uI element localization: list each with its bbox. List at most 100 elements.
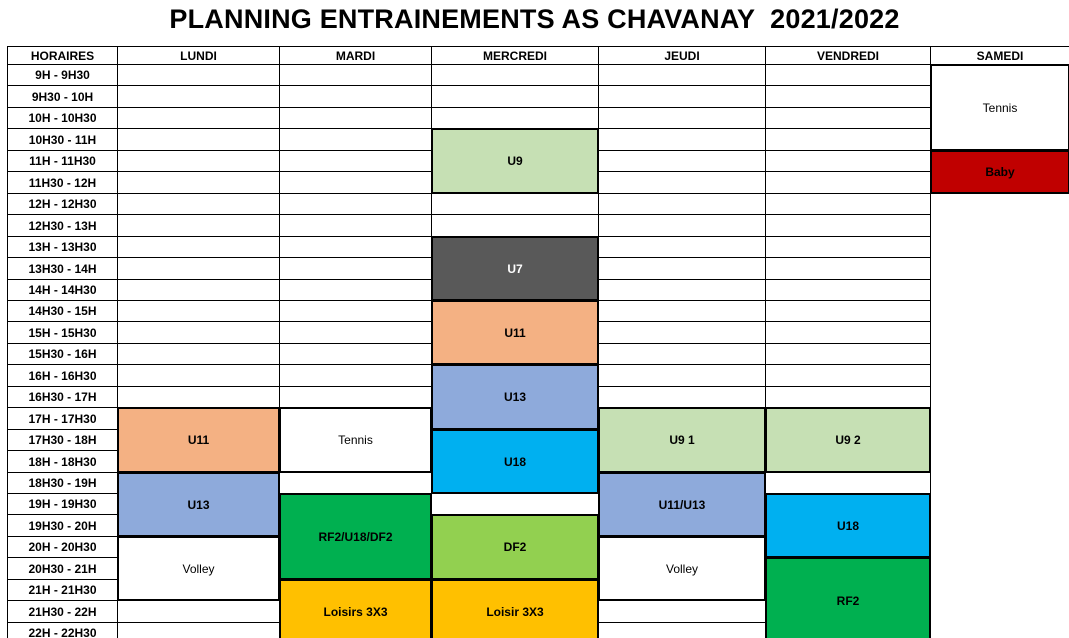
grid-cell [765, 279, 931, 301]
grid-cell [117, 600, 280, 623]
grid-cell [279, 150, 432, 172]
grid-cell [598, 257, 766, 280]
schedule-block-u11: U11 [431, 300, 599, 365]
grid-cell [765, 386, 931, 408]
grid-cell [765, 472, 931, 494]
grid-cell [431, 64, 599, 86]
grid-cell [765, 214, 931, 237]
time-slot-label: 22H - 22H30 [7, 622, 118, 638]
grid-cell [117, 343, 280, 365]
grid-cell [117, 300, 280, 322]
grid-cell [279, 64, 432, 86]
grid-cell [117, 321, 280, 344]
time-slot-label: 19H - 19H30 [7, 493, 118, 515]
time-slot-label: 20H30 - 21H [7, 557, 118, 580]
time-slot-label: 18H - 18H30 [7, 450, 118, 473]
schedule-block-tennis: Tennis [930, 64, 1069, 151]
time-slot-label: 19H30 - 20H [7, 514, 118, 537]
schedule-block-u11-u13: U11/U13 [598, 472, 766, 537]
grid-cell [598, 150, 766, 172]
schedule-block-u11: U11 [117, 407, 280, 473]
grid-cell [765, 150, 931, 172]
time-slot-label: 12H - 12H30 [7, 193, 118, 215]
grid-cell [765, 321, 931, 344]
grid-cell [765, 300, 931, 322]
time-slot-label: 18H30 - 19H [7, 472, 118, 494]
grid-cell [598, 386, 766, 408]
grid-cell [598, 364, 766, 387]
schedule-block-u13: U13 [431, 364, 599, 430]
time-slot-label: 12H30 - 13H [7, 214, 118, 237]
time-slot-label: 21H30 - 22H [7, 600, 118, 623]
grid-cell [765, 171, 931, 194]
day-header-mercredi: MERCREDI [431, 46, 599, 65]
grid-cell [598, 107, 766, 129]
grid-cell [598, 214, 766, 237]
grid-cell [598, 279, 766, 301]
schedule-block-df2: DF2 [431, 514, 599, 580]
schedule-block-baby: Baby [930, 150, 1069, 194]
grid-cell [598, 300, 766, 322]
day-header-mardi: MARDI [279, 46, 432, 65]
grid-cell [279, 128, 432, 151]
grid-cell [279, 386, 432, 408]
schedule-block-u9-1: U9 1 [598, 407, 766, 473]
grid-cell [279, 85, 432, 108]
grid-cell [598, 321, 766, 344]
grid-cell [279, 107, 432, 129]
grid-cell [279, 236, 432, 258]
grid-cell [765, 64, 931, 86]
grid-cell [117, 279, 280, 301]
schedule-block-volley: Volley [598, 536, 766, 601]
grid-cell [279, 193, 432, 215]
schedule-block-u7: U7 [431, 236, 599, 301]
grid-cell [765, 107, 931, 129]
grid-cell [279, 321, 432, 344]
grid-cell [431, 493, 599, 515]
grid-cell [279, 279, 432, 301]
grid-cell [598, 128, 766, 151]
time-slot-label: 14H - 14H30 [7, 279, 118, 301]
page-title: PLANNING ENTRAINEMENTS AS CHAVANAY 2021/… [169, 4, 900, 34]
grid-cell [117, 107, 280, 129]
grid-cell [279, 472, 432, 494]
grid-cell [765, 343, 931, 365]
grid-cell [117, 171, 280, 194]
grid-cell [431, 214, 599, 237]
grid-cell [598, 236, 766, 258]
grid-cell [598, 171, 766, 194]
schedule-block-u18: U18 [765, 493, 931, 558]
grid-cell [279, 364, 432, 387]
grid-cell [117, 85, 280, 108]
grid-cell [117, 386, 280, 408]
grid-cell [431, 85, 599, 108]
day-header-lundi: LUNDI [117, 46, 280, 65]
time-slot-label: 15H - 15H30 [7, 321, 118, 344]
schedule-block-u18: U18 [431, 429, 599, 494]
time-slot-label: 14H30 - 15H [7, 300, 118, 322]
grid-cell [765, 128, 931, 151]
grid-cell [598, 64, 766, 86]
grid-cell [117, 150, 280, 172]
grid-cell [117, 257, 280, 280]
time-slot-label: 9H30 - 10H [7, 85, 118, 108]
grid-cell [117, 193, 280, 215]
day-header-jeudi: JEUDI [598, 46, 766, 65]
time-slot-label: 15H30 - 16H [7, 343, 118, 365]
time-slot-label: 17H - 17H30 [7, 407, 118, 430]
grid-cell [598, 85, 766, 108]
grid-cell [765, 236, 931, 258]
time-slot-label: 11H30 - 12H [7, 171, 118, 194]
day-header-samedi: SAMEDI [930, 46, 1069, 65]
time-slot-label: 21H - 21H30 [7, 579, 118, 601]
schedule-block-tennis: Tennis [279, 407, 432, 473]
grid-cell [279, 300, 432, 322]
grid-cell [279, 171, 432, 194]
grid-cell [431, 107, 599, 129]
grid-cell [279, 257, 432, 280]
time-slot-label: 13H - 13H30 [7, 236, 118, 258]
grid-cell [117, 622, 280, 638]
grid-cell [598, 622, 766, 638]
grid-cell [765, 85, 931, 108]
